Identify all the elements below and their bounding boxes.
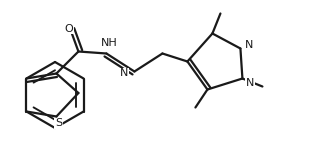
Text: NH: NH [101,38,118,48]
Text: O: O [64,24,73,34]
Text: N: N [246,79,254,89]
Text: N: N [245,39,254,49]
Text: S: S [55,118,62,128]
Text: N: N [120,69,129,79]
